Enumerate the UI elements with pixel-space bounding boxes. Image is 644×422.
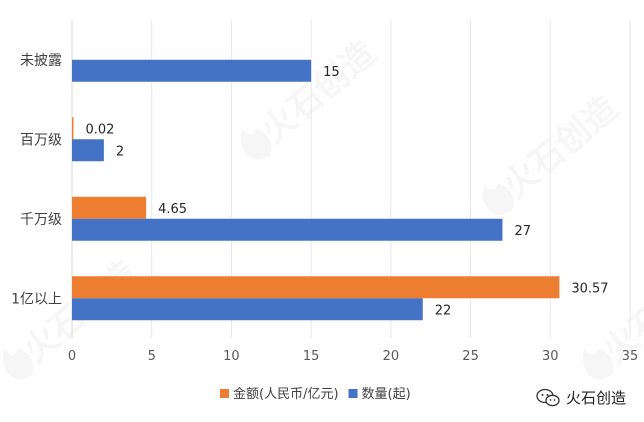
x-tick-label: 15	[303, 349, 320, 364]
watermark-text: 火石创造	[254, 33, 384, 151]
legend: 金额(人民币/亿元) 数量(起)	[220, 386, 411, 402]
watermark: 火石创造	[582, 253, 644, 380]
bar	[72, 117, 74, 140]
x-tick-label: 35	[622, 349, 639, 364]
watermark-flame-icon	[2, 348, 34, 380]
legend-swatch	[220, 389, 229, 398]
x-tick-labels: 0 5 10 15 20 25 30 35	[68, 349, 638, 364]
bar	[72, 139, 104, 162]
watermark-flame-icon	[482, 183, 514, 215]
credit-text: 火石创造	[565, 389, 626, 407]
x-tick-label: 5	[148, 349, 156, 364]
data-label: 22	[435, 303, 452, 318]
watermark-flame-icon	[240, 128, 272, 160]
credit: 火石创造	[536, 387, 626, 408]
data-label: 27	[514, 224, 531, 239]
data-label: 30.57	[571, 281, 608, 296]
legend-swatch	[348, 389, 358, 398]
watermark-flame-icon	[582, 348, 614, 380]
bars	[72, 59, 560, 321]
bar	[72, 218, 503, 241]
bar	[72, 298, 423, 321]
category-label: 百万级	[20, 132, 62, 148]
data-label: 15	[323, 65, 340, 80]
category-label: 1亿以上	[11, 291, 62, 307]
x-tick-label: 10	[223, 349, 240, 364]
x-tick-label: 20	[383, 349, 400, 364]
bar	[72, 196, 147, 219]
legend-label: 数量(起)	[362, 387, 411, 402]
data-label: 2	[116, 144, 124, 159]
legend-label: 金额(人民币/亿元)	[233, 386, 339, 402]
data-label: 4.65	[158, 202, 187, 217]
data-label: 0.02	[86, 122, 115, 137]
watermark: 火石创造	[2, 253, 146, 380]
watermark: 火石创造	[240, 33, 384, 160]
bar	[72, 276, 560, 299]
x-tick-label: 30	[542, 349, 559, 364]
x-tick-label: 25	[462, 349, 479, 364]
x-tick-label: 0	[68, 349, 76, 364]
category-label: 千万级	[20, 212, 62, 228]
category-label: 未披露	[20, 53, 62, 69]
bar	[72, 59, 312, 82]
watermark-text: 火石创造	[496, 88, 626, 206]
wechat-icon	[536, 388, 560, 406]
data-labels: 15 0.022 4.65 27 30.57 22	[86, 65, 609, 319]
